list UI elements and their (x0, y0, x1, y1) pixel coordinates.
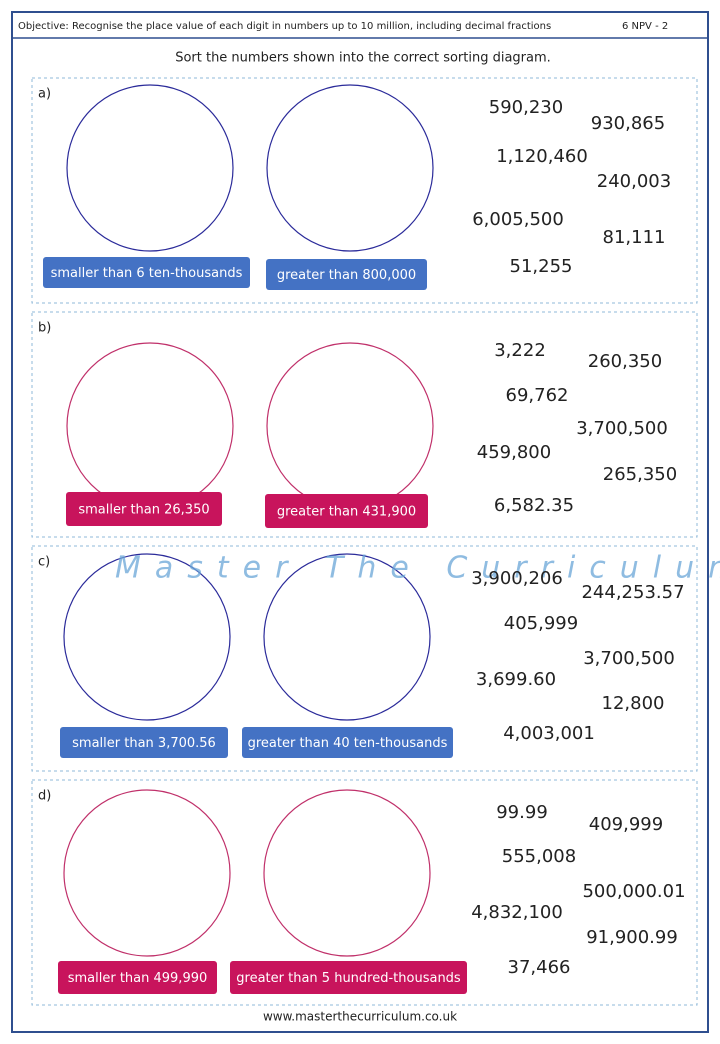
number-card: 590,230 (489, 97, 563, 118)
sorting-circle (66, 342, 234, 510)
number-card: 265,350 (603, 464, 677, 485)
set-label: greater than 40 ten-thousands (248, 736, 448, 751)
number-card: 6,582.35 (494, 495, 574, 516)
sorting-circle (66, 84, 234, 252)
sorting-circle (63, 553, 231, 721)
number-card: 244,253.57 (581, 582, 684, 603)
section-frame (31, 311, 698, 538)
set-label-box (43, 257, 250, 288)
section-frame (31, 77, 698, 304)
watermark: Master The Curriculum (115, 551, 720, 586)
number-card: 409,999 (589, 814, 663, 835)
number-card: 81,111 (603, 227, 666, 248)
set-label: smaller than 6 ten-thousands (51, 266, 243, 281)
number-card: 260,350 (588, 351, 662, 372)
footer: www.masterthecurriculum.co.uk (263, 1010, 457, 1024)
number-card: 240,003 (597, 171, 671, 192)
set-label: greater than 431,900 (277, 505, 416, 520)
sorting-circle (266, 342, 434, 510)
number-card: 1,120,460 (496, 146, 588, 167)
number-card: 3,700,500 (576, 418, 668, 439)
number-card: 4,003,001 (503, 723, 595, 744)
number-card: 99.99 (496, 802, 548, 823)
sorting-circle (263, 553, 431, 721)
number-card: 555,008 (502, 846, 576, 867)
number-card: 459,800 (477, 442, 551, 463)
section-label: b) (38, 321, 51, 336)
sorting-circle (266, 84, 434, 252)
set-label-box (66, 492, 222, 526)
objective: Objective: Recognise the place value of … (18, 21, 551, 32)
set-label: greater than 800,000 (277, 268, 416, 283)
section-frame (31, 545, 698, 772)
number-card: 91,900.99 (586, 927, 678, 948)
number-card: 930,865 (591, 113, 665, 134)
set-label: greater than 5 hundred-thousands (236, 971, 461, 986)
number-card: 6,005,500 (472, 209, 564, 230)
set-label: smaller than 3,700.56 (72, 736, 216, 751)
section-label: d) (38, 789, 51, 804)
number-card: 3,222 (494, 340, 546, 361)
number-card: 500,000.01 (582, 881, 685, 902)
number-card: 3,900,206 (471, 568, 563, 589)
number-card: 4,832,100 (471, 902, 563, 923)
instruction: Sort the numbers shown into the correct … (175, 51, 551, 66)
number-card: 69,762 (506, 385, 569, 406)
number-card: 405,999 (504, 613, 578, 634)
page-border (11, 11, 709, 1033)
code: 6 NPV - 2 (622, 21, 668, 32)
set-label-box (242, 727, 453, 758)
number-card: 3,699.60 (476, 669, 556, 690)
sorting-circle (63, 789, 231, 957)
set-label-box (58, 961, 217, 994)
set-label: smaller than 26,350 (78, 503, 209, 518)
number-card: 12,800 (602, 693, 665, 714)
set-label-box (265, 494, 428, 528)
number-card: 3,700,500 (583, 648, 675, 669)
section-label: a) (38, 87, 51, 102)
section-label: c) (38, 555, 50, 570)
set-label-box (266, 259, 427, 290)
set-label-box (60, 727, 228, 758)
set-label: smaller than 499,990 (68, 971, 208, 986)
set-label-box (230, 961, 467, 994)
number-card: 51,255 (510, 256, 573, 277)
number-card: 37,466 (508, 957, 571, 978)
sorting-circle (263, 789, 431, 957)
section-frame (31, 779, 698, 1006)
